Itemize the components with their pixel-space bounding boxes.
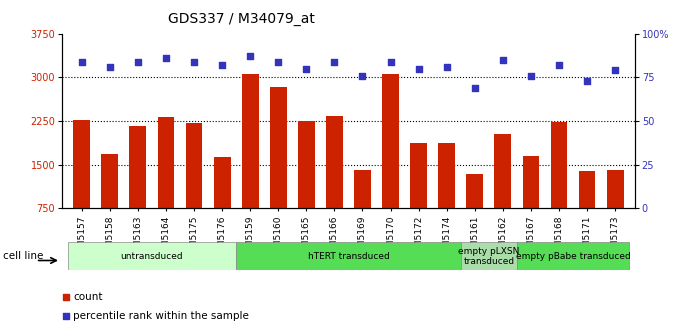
Text: empty pBabe transduced: empty pBabe transduced: [515, 252, 631, 261]
Bar: [461, 242, 517, 270]
Point: [217, 62, 228, 68]
Text: count: count: [73, 292, 103, 302]
Bar: [382, 74, 399, 208]
Point: [582, 78, 593, 83]
Point: [60, 313, 71, 319]
Point: [132, 59, 144, 64]
Point: [301, 66, 312, 71]
Bar: [607, 170, 624, 208]
Bar: [495, 134, 511, 208]
Bar: [298, 121, 315, 208]
Point: [525, 73, 536, 78]
Bar: [551, 122, 567, 208]
Bar: [438, 143, 455, 208]
Text: GDS337 / M34079_at: GDS337 / M34079_at: [168, 12, 315, 26]
Bar: [466, 174, 483, 208]
Bar: [354, 170, 371, 208]
Point: [469, 85, 480, 90]
Bar: [411, 143, 427, 208]
Point: [610, 68, 621, 73]
Point: [441, 64, 452, 70]
Bar: [236, 242, 461, 270]
Bar: [579, 171, 595, 208]
Bar: [101, 154, 118, 208]
Point: [385, 59, 396, 64]
Text: empty pLXSN
transduced: empty pLXSN transduced: [458, 247, 520, 266]
Point: [273, 59, 284, 64]
Point: [60, 294, 71, 300]
Bar: [241, 74, 259, 208]
Bar: [73, 120, 90, 208]
Bar: [517, 242, 629, 270]
Text: cell line: cell line: [3, 251, 44, 261]
Point: [329, 59, 340, 64]
Bar: [157, 118, 175, 208]
Point: [497, 57, 509, 62]
Text: percentile rank within the sample: percentile rank within the sample: [73, 311, 249, 321]
Bar: [186, 123, 202, 208]
Point: [245, 54, 256, 59]
Text: untransduced: untransduced: [121, 252, 184, 261]
Bar: [270, 87, 286, 208]
Bar: [214, 157, 230, 208]
Point: [76, 59, 87, 64]
Bar: [130, 126, 146, 208]
Bar: [326, 116, 343, 208]
Point: [553, 62, 564, 68]
Point: [188, 59, 199, 64]
Text: hTERT transduced: hTERT transduced: [308, 252, 389, 261]
Point: [104, 64, 115, 70]
Point: [413, 66, 424, 71]
Bar: [68, 242, 236, 270]
Point: [357, 73, 368, 78]
Point: [161, 55, 172, 61]
Bar: [522, 156, 540, 208]
